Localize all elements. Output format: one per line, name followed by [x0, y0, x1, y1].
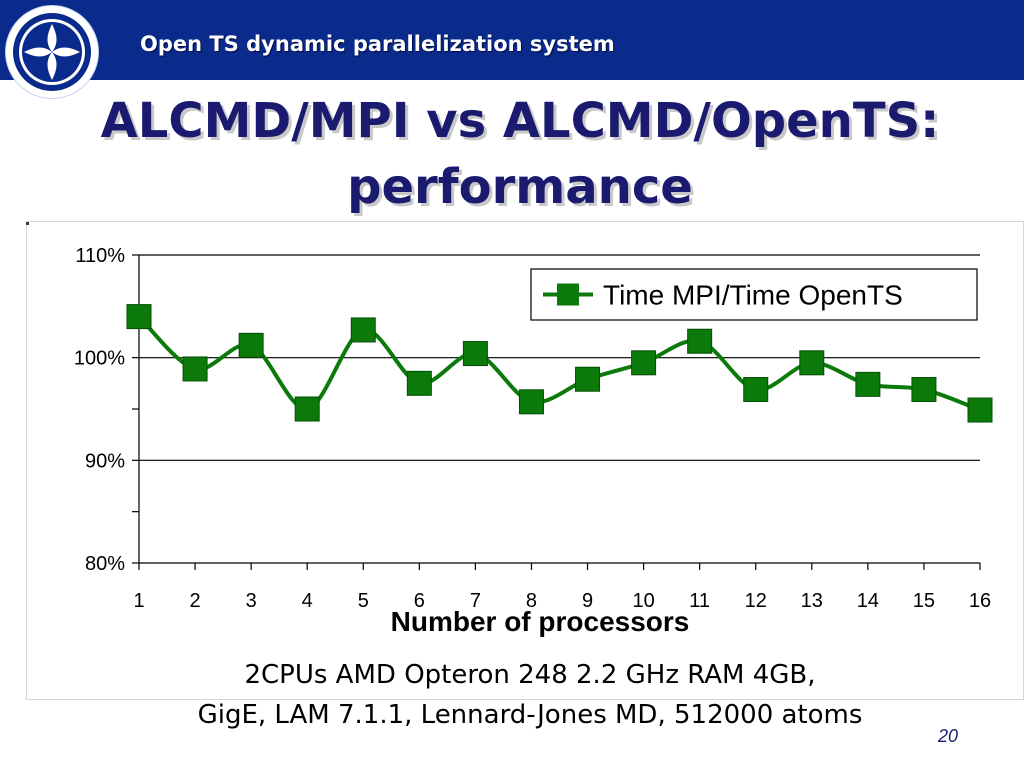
x-tick-label: 8 — [526, 590, 537, 612]
x-tick-label: 13 — [801, 590, 823, 612]
x-tick-label: 16 — [969, 590, 991, 612]
page-number: 20 — [938, 726, 959, 746]
header-bar — [0, 0, 1024, 80]
data-point-marker — [182, 356, 208, 382]
series-line — [137, 315, 981, 412]
slide-title-line1: ALCMD/MPI vs ALCMD/OpenTS: — [100, 93, 940, 149]
y-tick-label: 90% — [85, 450, 125, 472]
x-tick-label: 2 — [190, 590, 201, 612]
y-tick-label: 110% — [75, 245, 125, 267]
data-point-marker — [406, 370, 432, 396]
x-tick-label: 1 — [133, 590, 144, 612]
data-point-marker — [294, 396, 320, 422]
x-tick-label: 7 — [470, 590, 481, 612]
header-title: Open TS dynamic parallelization system — [140, 32, 615, 56]
y-tick-label: 80% — [85, 553, 125, 575]
y-tick-label: 100% — [74, 348, 125, 370]
x-tick-label: 10 — [632, 590, 654, 612]
x-tick-label: 12 — [745, 590, 767, 612]
slide-title: ALCMD/MPI vs ALCMD/OpenTS: performance — [0, 88, 1024, 220]
data-point-marker — [687, 328, 713, 354]
legend-swatch-marker — [557, 283, 579, 306]
data-point-marker — [518, 389, 544, 415]
data-point-marker — [126, 304, 152, 330]
legend-box — [530, 268, 978, 321]
data-point-marker — [575, 366, 601, 392]
legend-label: Time MPI/Time OpenTS — [603, 280, 903, 311]
slide-title-line2: performance — [347, 159, 693, 215]
x-tick-label: 3 — [246, 590, 257, 612]
x-tick-label: 9 — [582, 590, 593, 612]
x-tick-label: 5 — [358, 590, 369, 612]
caption-line2: GigE, LAM 7.1.1, Lennard-Jones MD, 51200… — [197, 700, 863, 730]
data-point-marker — [799, 350, 825, 376]
x-tick-label: 11 — [689, 590, 710, 612]
data-point-marker — [238, 332, 264, 358]
x-tick-label: 4 — [302, 590, 313, 612]
data-point-marker — [743, 376, 769, 402]
caption-line1: 2CPUs AMD Opteron 248 2.2 GHz RAM 4GB, — [244, 660, 816, 690]
data-point-marker — [967, 397, 993, 423]
data-point-marker — [350, 317, 376, 343]
data-point-marker — [631, 350, 657, 376]
data-point-marker — [911, 376, 937, 402]
x-tick-label: 15 — [913, 590, 935, 612]
x-tick-label: 14 — [857, 590, 879, 612]
x-tick-label: 6 — [414, 590, 425, 612]
tiny-corner-mark — [26, 222, 60, 225]
x-axis-label: Number of processors — [390, 606, 690, 637]
data-point-marker — [855, 371, 881, 397]
diamond-cross-logo-icon — [6, 6, 98, 98]
data-point-marker — [462, 341, 488, 367]
